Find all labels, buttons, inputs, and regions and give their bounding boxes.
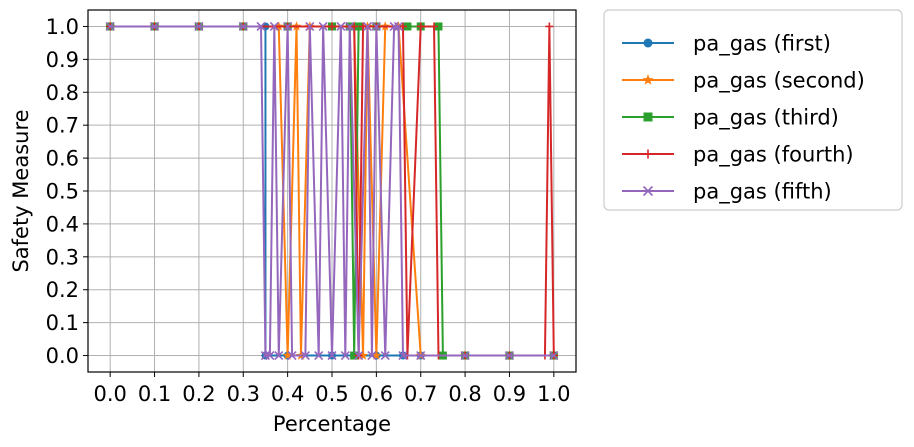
data-point-marker bbox=[393, 21, 404, 32]
data-point-marker bbox=[287, 350, 297, 361]
data-point-marker bbox=[265, 350, 275, 361]
data-point-marker bbox=[416, 350, 426, 361]
data-point-marker bbox=[274, 350, 284, 361]
legend: pa_gas (first) pa_gas (second) pa_gas (thi… bbox=[603, 9, 903, 211]
data-point-marker bbox=[504, 350, 515, 361]
legend-label: pa_gas (fifth) bbox=[693, 180, 832, 205]
data-point-marker bbox=[269, 21, 279, 32]
legend-item: pa_gas (third) bbox=[622, 106, 839, 131]
data-point-marker bbox=[305, 21, 315, 32]
data-point-marker bbox=[434, 22, 443, 31]
legend-item: pa_gas (fourth) bbox=[622, 143, 854, 168]
data-point-marker bbox=[350, 351, 359, 360]
data-point-marker bbox=[643, 149, 653, 159]
grid-lines bbox=[88, 10, 576, 372]
x-tick-label: 0.9 bbox=[493, 382, 526, 406]
x-tick-label: 0.5 bbox=[315, 382, 348, 406]
x-axis-ticks: 0.0 0.1 0.2 0.3 0.4 0.5 0.6 0.7 0.8 0.9 1.0 bbox=[93, 372, 571, 406]
data-point-marker bbox=[380, 350, 390, 361]
legend-item: pa_gas (second) bbox=[622, 69, 865, 94]
data-point-marker bbox=[336, 21, 346, 32]
y-tick-label: 0.3 bbox=[46, 245, 79, 269]
data-point-marker bbox=[398, 350, 408, 361]
data-point-marker bbox=[256, 21, 266, 32]
x-tick-label: 0.4 bbox=[271, 382, 304, 406]
data-point-marker bbox=[460, 350, 470, 361]
series-layer bbox=[105, 21, 559, 361]
data-point-marker bbox=[403, 22, 412, 31]
data-point-marker bbox=[282, 350, 293, 360]
data-point-marker bbox=[314, 350, 324, 361]
data-point-marker bbox=[643, 38, 653, 48]
data-point-marker bbox=[359, 22, 368, 31]
data-point-marker bbox=[358, 350, 368, 360]
y-tick-label: 0.6 bbox=[46, 147, 79, 171]
data-point-marker bbox=[340, 350, 350, 361]
y-tick-label: 0.4 bbox=[46, 212, 79, 236]
data-point-marker bbox=[345, 21, 355, 32]
y-tick-label: 0.2 bbox=[46, 278, 79, 302]
data-point-marker bbox=[327, 350, 337, 361]
data-point-marker bbox=[430, 22, 439, 31]
series-5 bbox=[105, 21, 559, 361]
data-point-marker bbox=[328, 22, 336, 31]
y-tick-label: 0.7 bbox=[46, 114, 79, 138]
data-point-marker bbox=[549, 350, 559, 361]
x-tick-label: 0.8 bbox=[448, 382, 481, 406]
data-point-marker bbox=[354, 350, 364, 361]
data-point-marker bbox=[642, 185, 654, 197]
data-point-marker bbox=[642, 74, 654, 85]
data-point-marker bbox=[283, 21, 293, 32]
data-point-marker bbox=[398, 22, 407, 31]
x-tick-label: 0.7 bbox=[404, 382, 437, 406]
x-tick-label: 0.6 bbox=[360, 382, 393, 406]
data-point-marker bbox=[545, 22, 554, 31]
data-point-marker bbox=[105, 21, 115, 32]
y-tick-label: 0.5 bbox=[46, 180, 79, 204]
x-tick-label: 0.0 bbox=[93, 382, 126, 406]
data-point-marker bbox=[354, 22, 363, 31]
data-point-marker bbox=[367, 350, 377, 361]
data-point-marker bbox=[371, 21, 381, 32]
y-axis-label: Safety Measure bbox=[9, 109, 33, 272]
data-point-marker bbox=[416, 22, 425, 31]
data-point-marker bbox=[643, 112, 653, 122]
legend-item: pa_gas (fifth) bbox=[622, 180, 832, 205]
legend-label: pa_gas (second) bbox=[693, 69, 865, 94]
data-point-marker bbox=[362, 21, 373, 32]
x-tick-label: 1.0 bbox=[537, 382, 570, 406]
y-tick-label: 0.1 bbox=[46, 311, 79, 335]
x-tick-label: 0.3 bbox=[227, 382, 260, 406]
x-tick-label: 0.1 bbox=[138, 382, 171, 406]
legend-label: pa_gas (third) bbox=[693, 106, 839, 131]
data-point-marker bbox=[318, 21, 328, 32]
data-point-marker bbox=[194, 21, 204, 32]
y-tick-label: 0.9 bbox=[46, 48, 79, 72]
y-tick-label: 0.0 bbox=[46, 344, 79, 368]
y-tick-label: 0.8 bbox=[46, 81, 79, 105]
y-tick-label: 1.0 bbox=[46, 15, 79, 39]
legend-item: pa_gas (first) bbox=[622, 32, 831, 57]
data-point-marker bbox=[350, 22, 359, 31]
y-axis-ticks: 0.0 0.1 0.2 0.3 0.4 0.5 0.6 0.7 0.8 0.9 1.0 bbox=[46, 15, 88, 368]
x-axis-label: Percentage bbox=[273, 412, 391, 436]
legend-label: pa_gas (fourth) bbox=[693, 143, 854, 168]
data-point-marker bbox=[300, 350, 310, 361]
legend-box bbox=[603, 9, 903, 211]
data-point-marker bbox=[371, 350, 382, 360]
x-tick-label: 0.2 bbox=[182, 382, 215, 406]
data-point-marker bbox=[149, 21, 160, 32]
legend-label: pa_gas (first) bbox=[693, 32, 831, 57]
data-point-marker bbox=[238, 21, 248, 32]
